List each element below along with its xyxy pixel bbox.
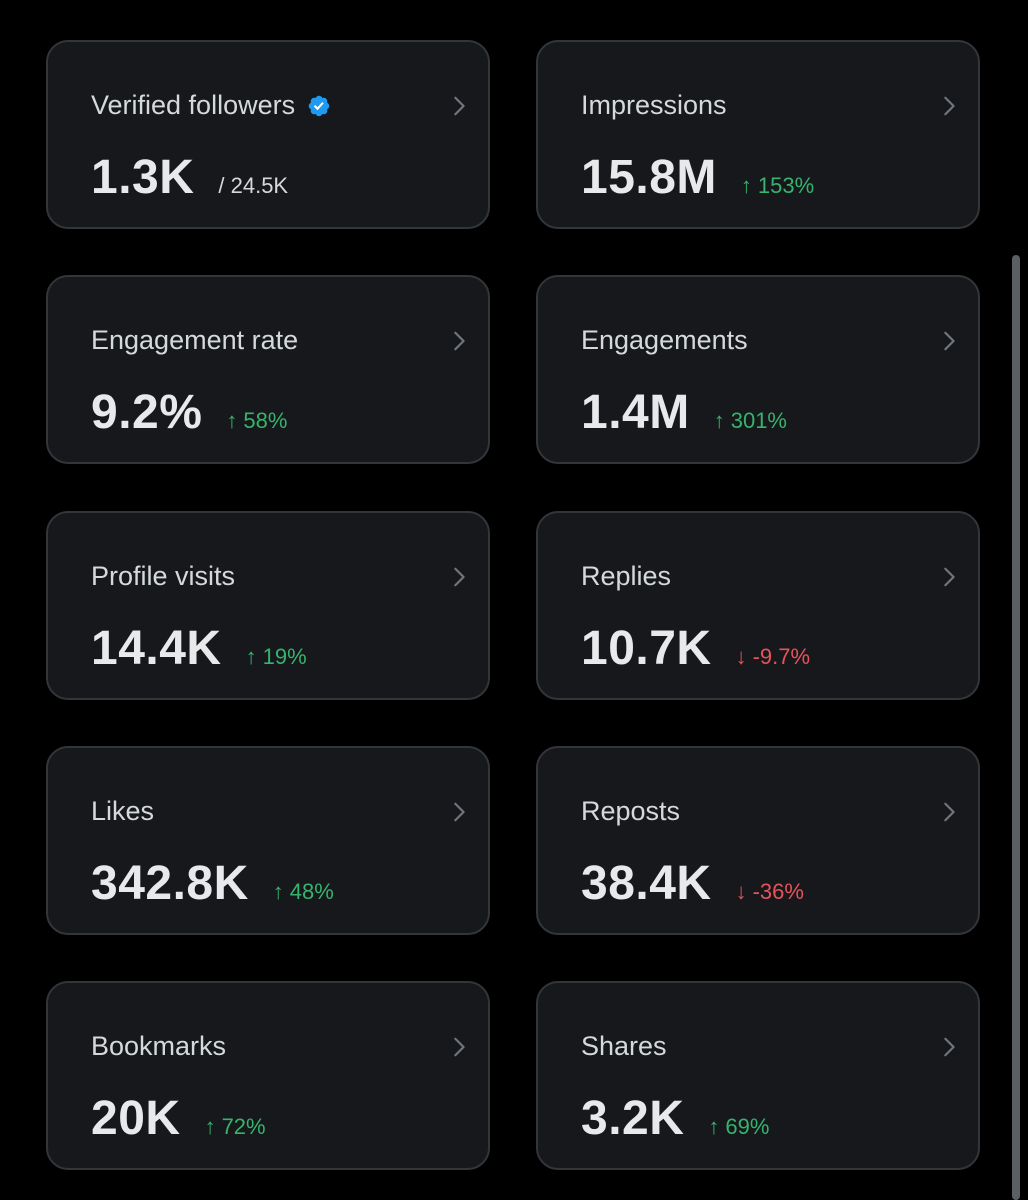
value-row: 15.8M ↑ 153% xyxy=(581,150,814,205)
delta-value: -9.7% xyxy=(752,644,811,669)
metric-delta: ↑ 301% xyxy=(714,408,787,434)
arrow-down-icon: ↓ xyxy=(735,879,747,904)
arrow-down-icon: ↓ xyxy=(735,644,747,669)
metric-delta: ↑ 72% xyxy=(205,1114,266,1140)
delta-value: -36% xyxy=(752,879,804,904)
delta-value: 153% xyxy=(757,173,815,198)
metric-delta: ↑ 69% xyxy=(708,1114,769,1140)
card-verified-followers[interactable]: Verified followers 1.3K / 24.5K xyxy=(46,40,490,229)
metric-delta: ↓ -36% xyxy=(736,879,804,905)
metric-delta: ↑ 58% xyxy=(226,408,287,434)
value-row: 14.4K ↑ 19% xyxy=(91,621,307,676)
value-row: 1.3K / 24.5K xyxy=(91,150,288,205)
card-bookmarks[interactable]: Bookmarks 20K ↑ 72% xyxy=(46,981,490,1170)
metric-value: 10.7K xyxy=(581,622,712,675)
delta-value: 58% xyxy=(243,408,288,433)
card-label: Bookmarks xyxy=(91,1031,227,1061)
arrow-up-icon: ↑ xyxy=(226,408,238,433)
card-engagements[interactable]: Engagements 1.4M ↑ 301% xyxy=(536,275,980,464)
card-impressions[interactable]: Impressions 15.8M ↑ 153% xyxy=(536,40,980,229)
delta-value: 301% xyxy=(730,408,787,433)
card-label: Likes xyxy=(91,796,155,826)
arrow-up-icon: ↑ xyxy=(708,1114,720,1139)
card-label: Verified followers xyxy=(91,90,296,120)
verified-badge-icon xyxy=(308,95,330,116)
delta-value: 72% xyxy=(221,1114,266,1139)
metric-value: 1.3K xyxy=(91,151,195,204)
card-label: Reposts xyxy=(581,796,681,826)
arrow-up-icon: ↑ xyxy=(713,408,725,433)
metric-value: 342.8K xyxy=(91,857,249,910)
metric-delta: ↑ 48% xyxy=(273,879,334,905)
value-row: 3.2K ↑ 69% xyxy=(581,1091,769,1146)
arrow-up-icon: ↑ xyxy=(245,644,257,669)
metric-value: 20K xyxy=(91,1092,181,1145)
metric-delta: ↓ -9.7% xyxy=(736,644,810,670)
chevron-right-icon xyxy=(944,1037,955,1057)
card-label: Engagements xyxy=(581,325,748,355)
chevron-right-icon xyxy=(944,96,955,116)
card-engagement-rate[interactable]: Engagement rate 9.2% ↑ 58% xyxy=(46,275,490,464)
value-row: 20K ↑ 72% xyxy=(91,1091,266,1146)
metric-value: 1.4M xyxy=(581,386,690,439)
card-label: Impressions xyxy=(581,90,727,120)
card-label: Engagement rate xyxy=(91,325,299,355)
arrow-up-icon: ↑ xyxy=(204,1114,216,1139)
chevron-right-icon xyxy=(454,802,465,822)
card-reposts[interactable]: Reposts 38.4K ↓ -36% xyxy=(536,746,980,935)
delta-value: 19% xyxy=(262,644,307,669)
arrow-up-icon: ↑ xyxy=(740,173,752,198)
chevron-right-icon xyxy=(454,96,465,116)
chevron-right-icon xyxy=(454,331,465,351)
chevron-right-icon xyxy=(454,567,465,587)
delta-value: 69% xyxy=(725,1114,770,1139)
metric-delta: ↑ 153% xyxy=(741,173,814,199)
delta-value: 48% xyxy=(289,879,334,904)
card-label-row: Verified followers xyxy=(91,90,331,121)
metric-value: 14.4K xyxy=(91,622,222,675)
value-row: 342.8K ↑ 48% xyxy=(91,856,334,911)
card-likes[interactable]: Likes 342.8K ↑ 48% xyxy=(46,746,490,935)
card-label: Shares xyxy=(581,1031,667,1061)
card-label: Profile visits xyxy=(91,561,236,591)
value-row: 38.4K ↓ -36% xyxy=(581,856,804,911)
card-replies[interactable]: Replies 10.7K ↓ -9.7% xyxy=(536,511,980,700)
value-row: 1.4M ↑ 301% xyxy=(581,385,787,440)
chevron-right-icon xyxy=(944,802,955,822)
arrow-up-icon: ↑ xyxy=(272,879,284,904)
metric-value: 3.2K xyxy=(581,1092,685,1145)
metric-value: 9.2% xyxy=(91,386,203,439)
card-label: Replies xyxy=(581,561,672,591)
chevron-right-icon xyxy=(454,1037,465,1057)
metric-total: / 24.5K xyxy=(218,173,289,198)
card-profile-visits[interactable]: Profile visits 14.4K ↑ 19% xyxy=(46,511,490,700)
chevron-right-icon xyxy=(944,331,955,351)
card-shares[interactable]: Shares 3.2K ↑ 69% xyxy=(536,981,980,1170)
metric-value: 15.8M xyxy=(581,151,717,204)
metric-value: 38.4K xyxy=(581,857,712,910)
value-row: 10.7K ↓ -9.7% xyxy=(581,621,810,676)
chevron-right-icon xyxy=(944,567,955,587)
metric-delta: ↑ 19% xyxy=(246,644,307,670)
scrollbar[interactable] xyxy=(1012,255,1020,1200)
value-row: 9.2% ↑ 58% xyxy=(91,385,287,440)
